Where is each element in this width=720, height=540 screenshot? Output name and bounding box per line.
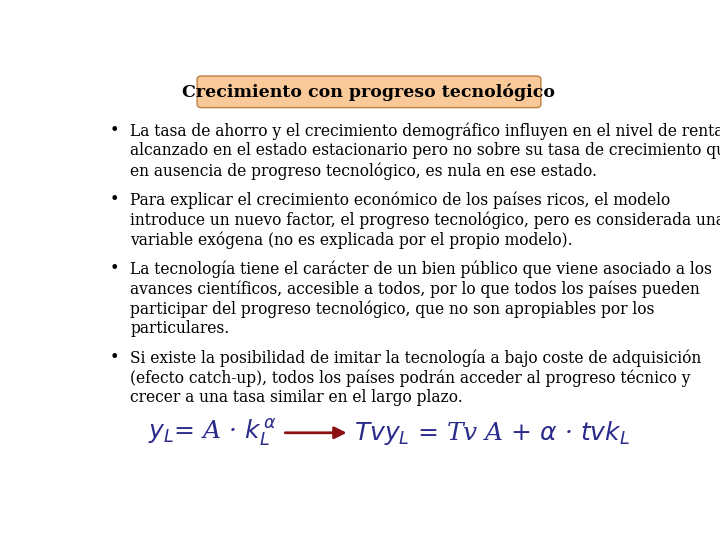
Text: variable exógena (no es explicada por el propio modelo).: variable exógena (no es explicada por el… — [130, 231, 573, 248]
Text: introduce un nuevo factor, el progreso tecnológico, pero es considerada una: introduce un nuevo factor, el progreso t… — [130, 211, 720, 228]
Text: Crecimiento con progreso tecnológico: Crecimiento con progreso tecnológico — [182, 83, 556, 100]
Text: $y_L$= A · $k_L^{\,\alpha}$: $y_L$= A · $k_L^{\,\alpha}$ — [148, 417, 277, 448]
Text: •: • — [109, 349, 119, 366]
Text: avances científicos, accesible a todos, por lo que todos los países pueden: avances científicos, accesible a todos, … — [130, 280, 700, 298]
Text: •: • — [109, 260, 119, 277]
Text: particulares.: particulares. — [130, 320, 230, 337]
Text: alcanzado en el estado estacionario pero no sobre su tasa de crecimiento que,: alcanzado en el estado estacionario pero… — [130, 142, 720, 159]
Text: Para explicar el crecimiento económico de los países ricos, el modelo: Para explicar el crecimiento económico d… — [130, 191, 670, 208]
Text: (efecto catch-up), todos los países podrán acceder al progreso técnico y: (efecto catch-up), todos los países podr… — [130, 369, 690, 387]
Text: La tecnología tiene el carácter de un bien público que viene asociado a los: La tecnología tiene el carácter de un bi… — [130, 260, 712, 278]
Text: participar del progreso tecnológico, que no son apropiables por los: participar del progreso tecnológico, que… — [130, 300, 654, 318]
Text: •: • — [109, 122, 119, 139]
Text: La tasa de ahorro y el crecimiento demográfico influyen en el nivel de renta: La tasa de ahorro y el crecimiento demog… — [130, 122, 720, 140]
Text: •: • — [109, 191, 119, 208]
FancyBboxPatch shape — [197, 76, 541, 107]
Text: Si existe la posibilidad de imitar la tecnología a bajo coste de adquisición: Si existe la posibilidad de imitar la te… — [130, 349, 701, 367]
Text: crecer a una tasa similar en el largo plazo.: crecer a una tasa similar en el largo pl… — [130, 389, 463, 406]
Text: en ausencia de progreso tecnológico, es nula en ese estado.: en ausencia de progreso tecnológico, es … — [130, 162, 597, 180]
Text: $Tvy_L$ = Tv A + $\alpha$ · $tvk_L$: $Tvy_L$ = Tv A + $\alpha$ · $tvk_L$ — [354, 419, 630, 447]
